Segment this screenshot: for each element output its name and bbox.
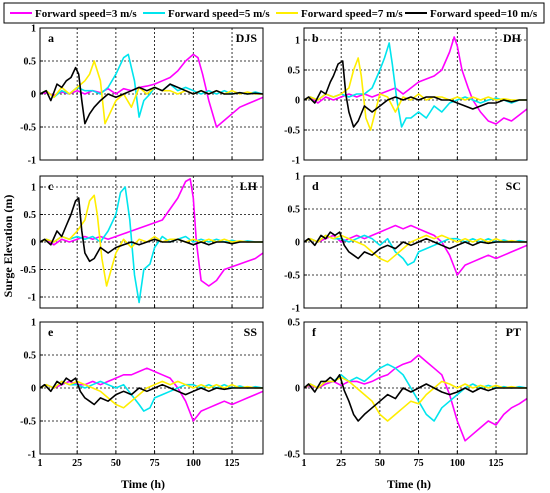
y-tick-label: -1 (28, 450, 36, 461)
panel-c: -1 -0.5 0 0.5 1 c LH (20, 175, 264, 309)
panel-letter: a (48, 31, 54, 45)
panel-f: 1 25 50 75 100 125-0.500.5f PT (284, 318, 528, 469)
y-tick-label: 0 (31, 384, 36, 395)
plot-area (304, 28, 527, 160)
series-line (303, 234, 527, 263)
y-tick-label: -1 (292, 156, 300, 167)
station-label: LH (240, 179, 258, 193)
y-tick-label: -0.5 (20, 417, 36, 428)
y-tick-label: 0 (295, 384, 300, 395)
y-tick-label: 0.5 (24, 57, 37, 68)
series-line (39, 178, 264, 287)
y-tick-label: 0 (31, 238, 36, 249)
series-line (39, 194, 263, 287)
panel-letter: c (48, 179, 54, 193)
panel-a: -1 -0.5 0 0.5 1 a DJS (20, 24, 264, 167)
y-tick-label: -1 (28, 293, 36, 304)
y-tick-label: 0.5 (24, 351, 37, 362)
y-tick-label: -0.5 (284, 271, 300, 282)
y-tick-label: 1 (31, 24, 36, 35)
y-tick-label: -0.5 (284, 450, 300, 461)
series-line (39, 53, 264, 128)
x-tick-label: 100 (186, 458, 201, 469)
y-tick-label: 1 (295, 172, 300, 183)
panel-e: 1 25 50 75 100 125-1-0.500.51e SS (20, 318, 264, 469)
x-tick-label: 50 (375, 458, 385, 469)
y-tick-label: 0 (31, 90, 36, 101)
series-line (39, 380, 263, 409)
y-tick-label: 1 (295, 36, 300, 47)
y-tick-label: 0 (295, 96, 300, 107)
x-axis-label: Time (h) (121, 477, 165, 491)
x-tick-label: 25 (72, 458, 82, 469)
x-axis-label-right: Time (h) (387, 477, 431, 491)
panel-letter: b (312, 31, 319, 45)
series-line (303, 354, 528, 442)
y-tick-label: 1 (31, 183, 36, 194)
y-tick-label: -0.5 (284, 126, 300, 137)
x-tick-label: 75 (414, 458, 424, 469)
station-label: SS (244, 325, 258, 339)
legend-entry: Forward speed=10 m/s (430, 8, 538, 20)
series-line (39, 377, 263, 406)
legend: Forward speed=3 m/s Forward speed=5 m/s Fo… (3, 2, 545, 24)
station-label: PT (506, 325, 521, 339)
y-tick-label: -1 (292, 304, 300, 315)
legend-box (3, 2, 545, 24)
legend-entry: Forward speed=7 m/s (301, 8, 403, 20)
y-tick-label: 0.5 (288, 205, 301, 216)
series-line (303, 224, 528, 276)
series-line (303, 374, 527, 422)
y-tick-label: -0.5 (20, 123, 36, 134)
series-line (39, 197, 263, 263)
series-line (39, 186, 263, 304)
x-tick-label: 75 (150, 458, 160, 469)
legend-entry: Forward speed=3 m/s (35, 8, 137, 20)
series-line (303, 42, 527, 128)
y-tick-label: 0 (295, 238, 300, 249)
x-tick-label: 125 (225, 458, 240, 469)
y-tick-label: 1 (31, 318, 36, 329)
x-tick-label: 1 (302, 458, 307, 469)
station-label: DJS (236, 31, 258, 45)
panel-letter: d (312, 179, 319, 193)
y-tick-label: 0.5 (288, 318, 301, 329)
x-tick-label: 1 (38, 458, 43, 469)
series-line (39, 53, 264, 118)
y-axis-label: Surge Elevation (m) (1, 195, 15, 298)
station-label: SC (506, 179, 521, 193)
series-line (303, 36, 528, 125)
x-tick-label: 100 (450, 458, 465, 469)
legend-entry: Forward speed=5 m/s (168, 8, 270, 20)
series-line (303, 57, 527, 131)
plot-frame (303, 27, 528, 161)
series-line (39, 66, 264, 125)
station-label: DH (503, 31, 522, 45)
x-tick-label: 125 (489, 458, 504, 469)
y-tick-label: 0.5 (24, 210, 37, 221)
y-tick-label: -1 (28, 156, 36, 167)
panel-b: -1 -0.5 0 0.5 1 b DH (284, 27, 528, 167)
x-tick-label: 25 (336, 458, 346, 469)
y-tick-label: 0.5 (288, 66, 301, 77)
panel-d: -1 -0.5 0 0.5 1 d SC (284, 172, 528, 315)
panel-letter: f (312, 325, 317, 339)
x-tick-label: 50 (111, 458, 121, 469)
y-tick-label: -0.5 (20, 265, 36, 276)
panel-letter: e (48, 325, 54, 339)
chart-panels: -1 -0.5 0 0.5 1 a DJS -1 -0.5 0 0.5 1 b DH -1 -0.5 0 0.5 1… (20, 24, 528, 469)
series-line (303, 60, 527, 128)
series-line (303, 231, 527, 260)
